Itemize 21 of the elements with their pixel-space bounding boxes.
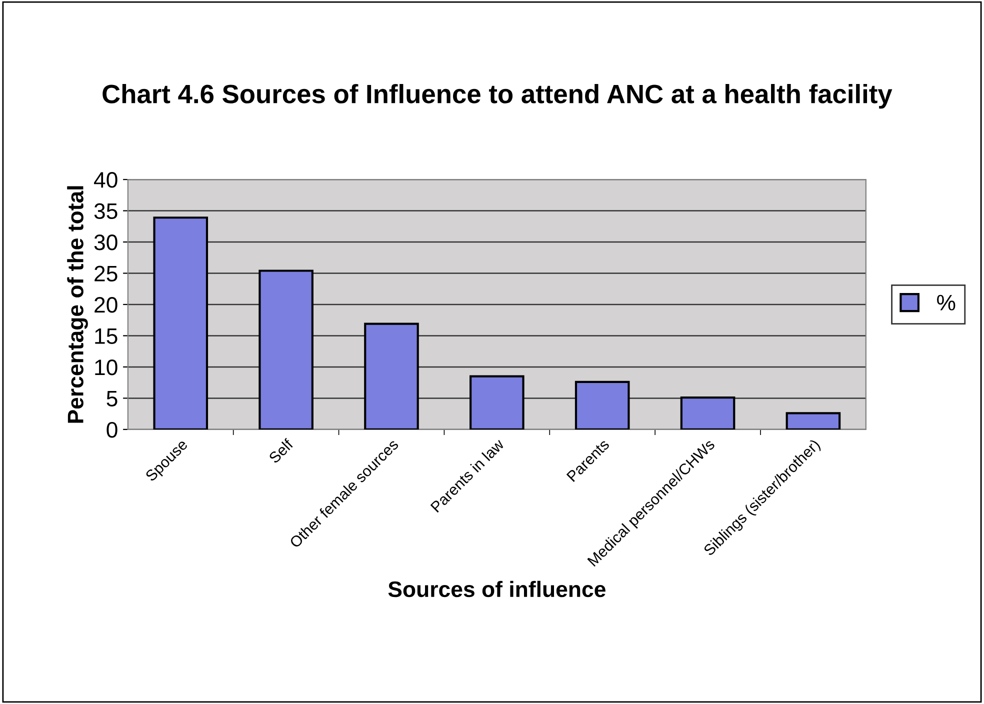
y-axis-title: Percentage of the total: [67, 186, 88, 423]
y-tick-label: 40: [94, 172, 118, 188]
y-tick-label: 35: [94, 203, 118, 220]
bar: [153, 216, 208, 430]
bar: [786, 412, 841, 430]
y-tick-label: 20: [94, 297, 118, 313]
x-axis-title: Sources of influence: [388, 580, 606, 598]
y-tick-label: 30: [94, 234, 118, 250]
y-tick-label: 5: [106, 390, 118, 406]
bar: [680, 396, 736, 430]
chart-title: Chart 4.6 Sources of Influence to attend ANC at a health facility: [102, 84, 892, 109]
bar: [364, 322, 419, 430]
bar: [258, 270, 314, 430]
x-tick-label: Self: [268, 438, 294, 464]
y-tick-label: 25: [94, 266, 118, 282]
y-tick-label: 0: [106, 422, 118, 438]
y-tick-label: 10: [95, 359, 118, 376]
bar: [470, 375, 524, 430]
y-tick-label: 15: [95, 328, 118, 344]
bar: [574, 380, 630, 430]
legend-label: %: [937, 294, 956, 310]
